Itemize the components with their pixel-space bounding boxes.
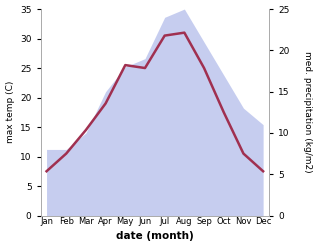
Y-axis label: med. precipitation (kg/m2): med. precipitation (kg/m2) xyxy=(303,51,313,173)
Y-axis label: max temp (C): max temp (C) xyxy=(5,81,15,144)
X-axis label: date (month): date (month) xyxy=(116,231,194,242)
